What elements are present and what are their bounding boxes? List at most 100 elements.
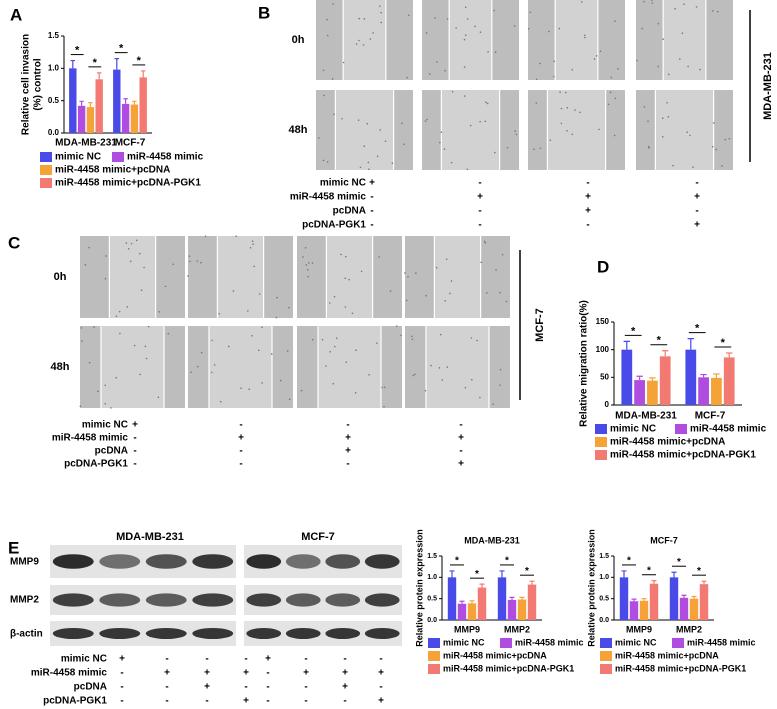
bar [467,603,477,620]
blot-band [325,628,361,639]
treatment-cell: - [120,682,123,693]
cell-dot [463,95,466,97]
cell-layer [480,236,510,318]
treatment-cell: + [585,206,591,217]
treatment-cell: + [132,420,138,431]
cell-dot [651,0,653,1]
treatment-cell: + [694,192,700,203]
cell-dot [403,143,405,146]
treatment-label: pcDNA [333,206,366,217]
cell-dot [444,300,447,302]
cell-dot [515,133,518,136]
cell-dot [674,7,676,10]
legend-swatch [500,638,512,648]
treatment-cell: - [239,420,242,431]
cell-dot [411,335,413,338]
error-bar [681,594,687,598]
cell-dot [251,334,253,337]
cell-dot [200,261,202,264]
blot-band [145,554,187,569]
cell-dot [354,392,357,394]
cell-dot [584,36,586,39]
cell-dot [368,373,370,376]
legend-label: mimic NC [55,152,101,163]
panel-label: A [10,5,22,24]
cell-dot [667,116,670,118]
blot-band [145,628,187,639]
treatment-cell: + [378,668,384,679]
cell-dot [494,51,497,54]
cell-dot [643,106,646,108]
cell-dot [428,73,431,75]
cell-dot [318,137,320,139]
cell-layer [422,90,442,170]
treatment-cell: - [165,682,168,693]
cell-dot [257,349,260,352]
blot-band [285,593,321,607]
cell-dot [683,3,685,5]
cell-dot [329,351,331,353]
y-tick-label: 1.0 [599,574,609,581]
cell-dot [667,73,670,76]
cell-dot [463,38,466,41]
x-tick-label: MDA-MB-231 [615,411,677,422]
cell-dot [506,146,509,149]
treatment-cell: - [239,459,242,470]
legend-swatch [600,651,612,661]
cell-dot [355,349,357,352]
cell-dot [213,364,216,366]
treatment-cell: - [478,206,481,217]
time-label: 0h [292,34,305,46]
y-axis-title: Relative cell invasion [21,34,32,135]
error-bar [713,373,720,378]
cell-dot [610,76,613,79]
error-bar [621,570,627,578]
significance-star: * [697,566,701,577]
cell-dot [305,264,308,266]
cell-dot [329,302,331,304]
blot-band [364,628,400,639]
treatment-cell: - [244,654,247,665]
cell-dot [307,275,310,278]
cell-layer [422,0,450,80]
cell-dot [425,32,428,34]
cell-dot [127,248,130,250]
treatment-cell: - [586,220,589,231]
treatment-cell: - [346,420,349,431]
error-bar [519,596,525,600]
treatment-cell: - [120,696,123,707]
cell-dot [270,353,273,355]
bar [447,577,457,620]
y-axis-title: Relative protein expression [586,529,596,647]
treatment-cell: + [694,220,700,231]
chart-title: MCF-7 [650,535,678,545]
bar [517,599,527,620]
error-bar [123,98,128,104]
protein-label: MMP9 [10,557,39,568]
legend-label: miR-4458 mimic+pcDNA [443,650,547,660]
cell-dot [341,117,343,120]
error-bar [725,352,733,358]
treatment-cell: - [379,654,382,665]
cell-dot [648,147,650,149]
cell-dot [345,255,347,258]
treatment-cell: - [239,446,242,457]
treatment-cell: + [204,668,210,679]
cell-dot [119,332,121,335]
y-tick-label: 150 [596,317,610,326]
cell-dot [389,290,392,292]
cell-dot [383,405,385,408]
cell-dot [333,295,336,298]
cell-dot [450,161,453,164]
legend-label: miR-4458 mimic+pcDNA-PGK1 [55,178,201,189]
cell-dot [430,364,432,367]
treatment-cell: + [243,696,249,707]
significance-star: * [525,566,529,577]
cell-dot [535,78,538,81]
cell-dot [211,339,213,342]
x-tick-label: MCF-7 [115,138,146,149]
cell-dot [367,161,370,164]
treatment-cell: - [459,446,462,457]
y-tick-label: 0.5 [427,596,437,603]
blot-band [325,593,361,607]
